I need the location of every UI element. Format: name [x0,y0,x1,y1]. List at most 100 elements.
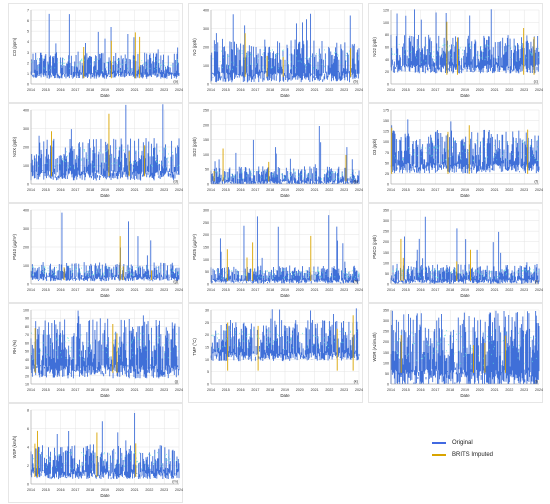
y-tick-label: 0 [207,83,209,87]
x-tick-label: 2014 [27,188,35,192]
series-imputed [213,148,347,182]
panel-tag: (c) [534,80,539,84]
y-tick-label: 350 [383,209,389,213]
series-imputed [391,125,529,174]
x-axis-label: Date [100,193,110,198]
y-tick-label: 10 [25,383,29,387]
panel-no2: 0 20 40 60 80 100 120 2014 2015 2016 2017 2018 2019 2… [368,3,543,103]
x-tick-label: 2017 [431,288,439,292]
x-tick-label: 2020 [116,388,124,392]
y-tick-label: 200 [203,46,209,50]
x-tick-label: 2021 [131,188,139,192]
x-tick-label: 2018 [446,88,454,92]
series-original-detail [395,328,539,366]
y-tick-label: 175 [383,109,389,113]
x-tick-label: 2016 [417,288,425,292]
y-tick-label: 150 [383,251,389,255]
x-tick-label: 2017 [431,388,439,392]
x-tick-label: 2018 [86,488,94,492]
chart-co: 0 1 2 3 4 5 6 7 2014 2015 2016 2017 2018 2019 2020 2021… [12,9,183,99]
x-tick-label: 2021 [131,288,139,292]
x-tick-label: 2020 [296,388,304,392]
y-tick-label: 80 [25,325,29,329]
x-tick-label: 2020 [476,288,484,292]
y-tick-label: 0 [27,483,29,487]
y-tick-label: 4 [27,40,29,44]
x-tick-label: 2018 [446,188,454,192]
x-tick-label: 2022 [145,288,153,292]
x-tick-label: 2019 [101,88,109,92]
y-tick-label: 200 [23,146,29,150]
x-tick-label: 2024 [535,88,543,92]
series-imputed [226,235,312,282]
x-tick-label: 2016 [57,488,65,492]
y-axis-label: NO (ppb) [192,38,197,56]
y-tick-label: 300 [23,127,29,131]
y-tick-label: 70 [25,333,29,337]
x-tick-label: 2019 [461,288,469,292]
series-imputed [34,323,118,373]
panel-o3: 0 25 50 75 100 125 150 175 2014 2015 2016 2017 2018 2… [368,103,543,203]
x-tick-label: 2014 [27,388,35,392]
y-tick-label: 125 [383,130,389,134]
y-tick-label: 150 [203,246,209,250]
y-tick-label: 20 [385,70,389,74]
series-imputed [400,238,471,281]
x-axis-label: Date [280,93,290,98]
x-tick-label: 2024 [355,388,363,392]
x-tick-label: 2016 [237,388,245,392]
x-tick-label: 2017 [71,288,79,292]
x-tick-label: 2022 [325,88,333,92]
x-tick-label: 2018 [86,88,94,92]
panel-tag: (f) [534,180,538,184]
x-tick-label: 2015 [222,88,230,92]
y-axis-label: RH (%) [12,340,17,354]
legend-swatch-original [432,442,446,444]
y-tick-label: 50 [205,270,209,274]
x-tick-label: 2020 [116,288,124,292]
y-tick-label: 200 [203,123,209,127]
x-tick-label: 2014 [387,288,395,292]
x-tick-label: 2018 [86,288,94,292]
x-tick-label: 2024 [355,188,363,192]
chart-wsp: 0 2 4 6 8 2014 2015 2016 2017 2018 2019 2020 2021 202… [12,409,183,499]
x-tick-label: 2021 [311,288,319,292]
x-tick-label: 2017 [251,288,259,292]
chart-so2: 0 50 100 150 200 250 2014 2015 2016 2017 2018 2019 2… [192,109,363,199]
x-tick-label: 2020 [116,488,124,492]
x-tick-label: 2014 [27,488,35,492]
y-tick-label: 75 [385,151,389,155]
x-tick-label: 2022 [505,288,513,292]
panel-pm25: 0 50 100 150 200 250 300 2014 2015 2016 2017 2018 20… [188,203,363,303]
y-axis-label: O3 (ppb) [372,138,377,155]
x-tick-label: 2016 [417,388,425,392]
y-tick-label: 400 [203,9,209,13]
x-tick-label: 2024 [175,188,183,192]
y-tick-label: 50 [25,350,29,354]
x-tick-label: 2020 [296,288,304,292]
x-tick-label: 2018 [446,388,454,392]
y-tick-label: 0 [207,383,209,387]
x-tick-label: 2016 [57,288,65,292]
x-tick-label: 2019 [461,88,469,92]
chart-wdr: 0 50 100 150 200 250 300 350 2014 2015 2016 2017 201… [372,309,543,399]
y-tick-label: 250 [383,230,389,234]
y-tick-label: 120 [383,9,389,13]
x-tick-label: 2022 [325,388,333,392]
x-tick-label: 2023 [340,388,348,392]
y-tick-label: 300 [23,227,29,231]
x-tick-label: 2017 [71,88,79,92]
panel-pmco: 0 50 100 150 200 250 300 350 2014 2015 2016 2017 201… [368,203,543,303]
series-imputed [400,335,506,373]
series-original-detail [216,269,360,280]
y-tick-label: 200 [203,233,209,237]
y-tick-label: 1 [27,72,29,76]
x-tick-label: 2016 [417,188,425,192]
x-tick-label: 2024 [175,488,183,492]
x-tick-label: 2015 [402,288,410,292]
x-tick-label: 2019 [281,388,289,392]
y-tick-label: 300 [383,319,389,323]
x-tick-label: 2021 [491,288,499,292]
panel-co: 0 1 2 3 4 5 6 7 2014 2015 2016 2017 2018 2019 2020 2021… [8,3,183,103]
series-imputed [83,32,141,79]
